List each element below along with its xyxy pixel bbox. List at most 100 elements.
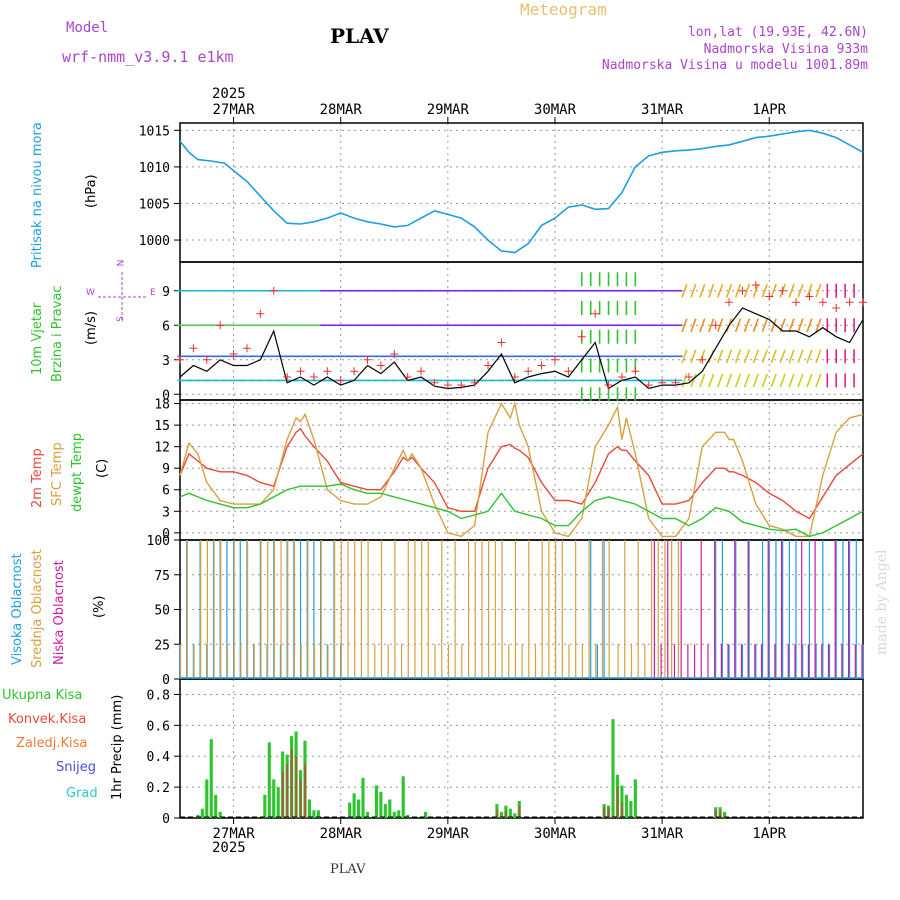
temp-line-1 [179, 400, 864, 538]
wind-arrow [770, 318, 777, 333]
year-label-top: 2025 [212, 86, 246, 102]
wind-arrow [761, 283, 768, 298]
wind-arrow [690, 318, 697, 333]
x-date-top: 31MAR [641, 102, 684, 118]
wind-arrow [770, 283, 777, 298]
wind-arrow [717, 283, 724, 298]
temp-label-2: SFC Temp [50, 442, 65, 506]
wind-arrow [752, 349, 760, 364]
wind-arrow [708, 318, 715, 333]
precip-bar-0 [397, 810, 401, 818]
wind-arrow [806, 318, 813, 333]
x-date-bottom: 29MAR [427, 826, 470, 842]
precip-ytick-label: 0.2 [147, 781, 170, 796]
precip-bar-0 [392, 811, 396, 818]
wind-ytick-label: 0 [162, 388, 170, 403]
precip-bar-1 [621, 802, 624, 818]
wind-arrow [779, 349, 786, 364]
precip-bar-1 [505, 810, 507, 818]
precip-bar-0 [361, 777, 365, 818]
precip-bar-0 [214, 794, 218, 818]
precip-legend-hail: Grad [66, 786, 98, 801]
precip-bar-0 [312, 810, 316, 818]
footer-station: PLAV [330, 862, 366, 877]
wind-arrow [788, 283, 795, 298]
compass-n: N [116, 259, 127, 267]
precip-bar-0 [624, 794, 628, 818]
cloud-unit: (%) [92, 595, 107, 619]
temp-label-3: dewpt Temp [70, 432, 85, 512]
precip-bar-0 [365, 811, 370, 818]
x-date-bottom: 30MAR [534, 826, 577, 842]
precip-legend-conv: Konvek.Kisa [8, 712, 87, 727]
precip-bar-0 [263, 794, 267, 818]
x-date-bottom: 31MAR [641, 826, 684, 842]
temp-ytick-label: 6 [162, 484, 170, 499]
wind-arrow [699, 318, 706, 333]
precip-bar-1 [496, 810, 499, 818]
cloud-ytick-label: 0 [162, 673, 170, 688]
temp-label-1: 2m Temp [30, 448, 45, 508]
wind-arrow [752, 373, 760, 388]
precip-bar-0 [513, 813, 517, 818]
pressure-ytick-label: 1000 [139, 234, 170, 249]
x-date-top: 28MAR [320, 102, 363, 118]
model-name: wrf-nmm_v3.9.1 e1km [62, 48, 234, 66]
cloud-ytick-label: 25 [154, 638, 170, 653]
precip-bar-1 [607, 808, 610, 818]
wind-arrow [681, 373, 688, 388]
pressure-ytick-label: 1010 [139, 161, 170, 176]
precip-bar-0 [356, 799, 361, 818]
wind-arrow [699, 373, 706, 388]
precip-legend-snow: Snijeg [56, 760, 96, 775]
precip-bar-1 [286, 763, 289, 818]
wind-arrow [779, 373, 786, 388]
pressure-ytick-label: 1015 [139, 124, 170, 139]
precip-bar-0 [200, 808, 204, 818]
wind-arrow [788, 373, 795, 388]
lonlat-text: lon,lat (19.93E, 42.6N) [687, 25, 868, 40]
wind-arrow [797, 283, 804, 298]
precip-bar-0 [406, 814, 410, 818]
temp-ytick-label: 3 [162, 505, 170, 520]
precip-bar-0 [723, 811, 727, 818]
wind-arrow [734, 318, 742, 333]
precip-bar-0 [423, 811, 428, 818]
model-label: Model [66, 20, 109, 36]
precip-bar-1 [518, 805, 521, 818]
made-by-watermark: made by Angel [874, 549, 890, 656]
precip-bar-1 [719, 810, 722, 818]
precip-bar-0 [629, 801, 633, 818]
wind-arrow [681, 349, 688, 364]
precip-bar-0 [401, 776, 405, 818]
temp-line-0 [179, 427, 864, 520]
precip-bar-1 [299, 779, 302, 818]
temp-unit: (C) [95, 458, 110, 478]
precip-bar-1 [603, 807, 606, 818]
wind-arrow [797, 349, 804, 364]
precip-bar-1 [295, 756, 298, 818]
precip-bar-0 [209, 739, 213, 818]
precip-bar-0 [508, 808, 512, 818]
temp-ytick-label: 0 [162, 527, 170, 542]
temp-frame [179, 399, 864, 541]
wind-arrow [734, 283, 742, 298]
wind-unit: (m/s) [84, 311, 99, 345]
precip-bar-0 [388, 799, 392, 818]
wind-arrow [690, 373, 697, 388]
x-date-top: 29MAR [427, 102, 470, 118]
wind-arrow [815, 283, 822, 298]
cloud-ytick-label: 100 [147, 534, 170, 549]
precip-ytick-label: 0 [162, 812, 170, 827]
compass-e: E [150, 288, 156, 298]
wind-arrow [743, 373, 751, 388]
precip-bar-0 [205, 779, 209, 818]
temp-ytick-label: 15 [154, 419, 170, 434]
wind-arrow [815, 318, 822, 333]
precip-bar-1 [281, 771, 284, 818]
compass-w: W [86, 288, 95, 298]
cloud-label-3: Niska Oblacnost [52, 560, 67, 665]
wind-arrow [708, 373, 715, 388]
cloud-label-2: Srednja Oblacnost [30, 549, 45, 668]
